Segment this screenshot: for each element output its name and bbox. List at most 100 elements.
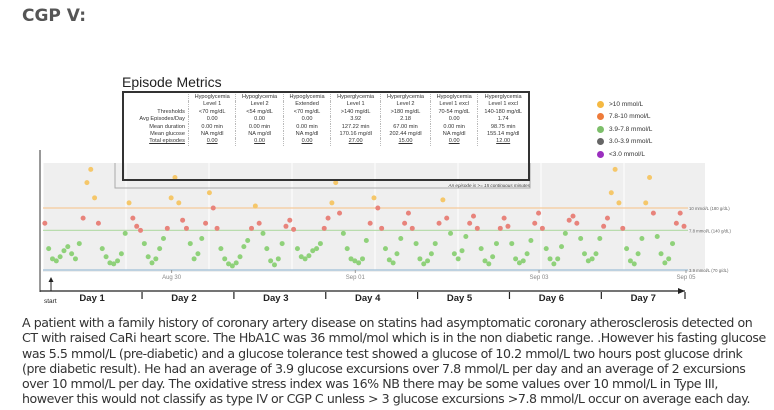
glucose-point (398, 235, 404, 241)
glucose-point (524, 251, 530, 257)
glucose-point (555, 256, 561, 262)
table-cell: <70 mg/dL (187, 108, 236, 117)
glucose-point (298, 254, 304, 260)
table-cell: 0.00 (429, 116, 478, 124)
glucose-point (471, 213, 477, 219)
glucose-point (42, 220, 48, 226)
glucose-point (348, 256, 354, 262)
row-label: Mean duration (149, 123, 185, 130)
table-cell: 0.00 (235, 116, 284, 124)
glucose-point (69, 251, 75, 257)
table-cell: 3.92 (330, 116, 381, 124)
table-cell: 0.00 (282, 138, 331, 146)
date-label: Sep 03 (530, 275, 550, 281)
legend-label: 3.9-7.8 mmol/L (609, 125, 653, 133)
glucose-point (448, 230, 454, 236)
glucose-point (417, 256, 423, 262)
glucose-point (497, 225, 503, 231)
table-cell: 170.16 mg/dl (330, 131, 381, 139)
glucose-point (291, 226, 297, 232)
row-label: Mean glucose (150, 131, 185, 138)
table-cell: NA mg/dl (429, 131, 478, 139)
column-header: Extended (282, 101, 331, 109)
glucose-point (195, 251, 201, 257)
table-cell: NA mg/dl (187, 131, 236, 139)
legend-dot-icon (597, 125, 604, 133)
column-header: Hyperglycemia (477, 94, 528, 102)
glucose-point (501, 215, 507, 221)
table-cell: 0.00 min (429, 123, 478, 132)
glucose-point (486, 261, 492, 267)
glucose-point (356, 260, 362, 266)
glucose-point (233, 260, 239, 266)
glucose-point (352, 258, 358, 264)
table-cell: >140 mg/dL (330, 108, 381, 117)
glucose-point (141, 241, 147, 247)
header-row: Hypoglycemia Hypoglycemia Hypoglycemia Hype… (124, 94, 528, 102)
glucose-point (444, 215, 450, 221)
row-label (124, 101, 188, 108)
glucose-point (677, 210, 683, 216)
table-cell: 70-54 mg/dL (429, 108, 478, 117)
glucose-point (115, 258, 121, 264)
glucose-point (643, 200, 649, 206)
day-label: Day 7 (631, 293, 656, 304)
glucose-point (287, 217, 293, 223)
date-label: Sep 01 (346, 275, 366, 281)
glucose-point (145, 254, 151, 260)
glucose-point (363, 238, 369, 244)
glucose-point (482, 258, 488, 264)
glucose-point (593, 251, 599, 257)
glucose-point (65, 244, 71, 250)
glucose-point (80, 215, 86, 221)
glucose-point (325, 215, 331, 221)
column-header: Hypoglycemia (429, 94, 478, 102)
glucose-point (562, 230, 568, 236)
glucose-point (340, 230, 346, 236)
glucose-point (329, 200, 335, 206)
column-header: Level 1 (330, 101, 381, 109)
start-arrow-icon (48, 277, 54, 282)
table-cell: 15.00 (380, 138, 431, 146)
column-header: Level 1 (187, 101, 236, 109)
glucose-point (421, 261, 427, 267)
glucose-point (620, 225, 626, 231)
glucose-point (176, 200, 182, 206)
glucose-point (180, 217, 186, 223)
glucose-point (666, 256, 672, 262)
glucose-point (130, 215, 136, 221)
glucose-point (474, 225, 480, 231)
glucose-point (157, 246, 163, 252)
glucose-point (467, 220, 473, 226)
date-label: Aug 30 (162, 275, 182, 281)
table-cell: 0.00 (282, 116, 331, 124)
glucose-point (528, 238, 534, 244)
table-row: Thresholds <70 mg/dL <54 mg/dL <70 mg/dL >14… (124, 108, 528, 117)
threshold-label: 10 mmol/L (180 g/dL) (689, 206, 730, 211)
glucose-point (624, 246, 630, 252)
glucose-point (639, 235, 645, 241)
table-cell: 2.18 (380, 116, 431, 124)
column-header: Level 1 excl (429, 101, 478, 109)
column-header: Hypoglycemia (235, 94, 284, 102)
table-cell: 0.00 (187, 116, 236, 124)
glucose-point (249, 225, 255, 231)
glucose-point (264, 246, 270, 252)
glucose-point (241, 244, 247, 250)
glucose-point (226, 261, 232, 267)
glucose-point (172, 175, 178, 181)
glucose-point (570, 213, 576, 219)
glucose-point (371, 195, 377, 201)
glucose-point (84, 180, 90, 186)
day-label: Day 3 (263, 293, 288, 304)
glucose-point (386, 257, 392, 263)
glucose-point (551, 261, 557, 267)
legend-item: 7.8-10 mmol/L (597, 111, 652, 124)
table-cell: 155.14 mg/dl (477, 131, 528, 139)
glucose-point (314, 246, 320, 252)
glucose-point (463, 233, 469, 239)
glucose-point (367, 220, 373, 226)
table-cell: 27.00 (330, 138, 381, 146)
glucose-point (436, 220, 442, 226)
glucose-point (210, 205, 216, 211)
